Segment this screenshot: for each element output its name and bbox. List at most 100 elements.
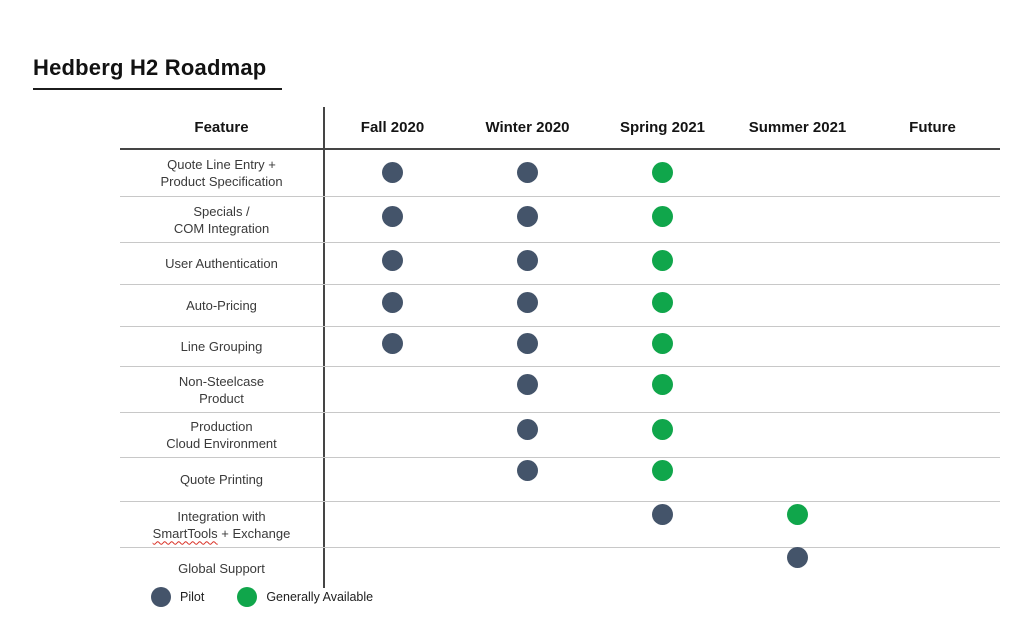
- feature-label: Quote Line Entry + Product Specification: [120, 150, 325, 196]
- roadmap-cell: [730, 458, 865, 501]
- misspelled-word: SmartTools: [152, 525, 218, 541]
- generally-available-dot: [652, 292, 673, 313]
- roadmap-cell: [595, 458, 730, 501]
- feature-line: Auto-Pricing: [186, 298, 257, 313]
- roadmap-table: Feature Fall 2020 Winter 2020 Spring 2021 S…: [120, 107, 1000, 588]
- pilot-dot: [517, 161, 538, 183]
- feature-line: Integration with: [177, 508, 266, 524]
- column-header-summer-2021: Summer 2021: [748, 119, 847, 136]
- roadmap-cell: [325, 150, 460, 196]
- pilot-dot: [382, 206, 403, 227]
- pilot-dot: [517, 206, 538, 227]
- feature-line: Product: [199, 390, 244, 406]
- roadmap-cell: [865, 502, 1000, 547]
- pilot-dot: [382, 292, 403, 313]
- table-row: Global Support: [120, 546, 1000, 588]
- pilot-dot: [517, 333, 538, 354]
- legend-item-pilot: Pilot: [151, 587, 204, 607]
- roadmap-cell: [460, 150, 595, 196]
- pilot-dot: [517, 374, 538, 395]
- column-header-future: Future: [909, 119, 956, 136]
- feature-label: Non-Steelcase Product: [120, 367, 325, 412]
- roadmap-cell: [595, 285, 730, 326]
- feature-line: Quote Line Entry +: [167, 157, 276, 172]
- feature-line: SmartTools + Exchange: [152, 525, 291, 541]
- roadmap-cell: [730, 285, 865, 326]
- pilot-dot: [517, 460, 538, 481]
- roadmap-cell: [325, 548, 460, 588]
- roadmap-cell: [460, 413, 595, 457]
- legend-label: Generally Available: [266, 590, 374, 604]
- roadmap-cell: [325, 243, 460, 284]
- table-row: Line Grouping: [120, 326, 1000, 366]
- generally-available-dot: [652, 460, 673, 481]
- roadmap-cell: [865, 327, 1000, 366]
- table-row: Quote Line Entry + Product Specification: [120, 150, 1000, 196]
- roadmap-cell: [730, 413, 865, 457]
- page-title: Hedberg H2 Roadmap: [33, 55, 283, 90]
- generally-available-dot: [652, 250, 673, 271]
- roadmap-cell: [325, 285, 460, 326]
- roadmap-cell: [730, 327, 865, 366]
- feature-label: Auto-Pricing: [120, 285, 325, 326]
- pilot-dot: [382, 333, 403, 354]
- pilot-dot: [151, 587, 171, 607]
- feature-line: Line Grouping: [180, 339, 263, 354]
- roadmap-cell: [865, 243, 1000, 284]
- roadmap-cell: [865, 413, 1000, 457]
- generally-available-dot: [652, 418, 673, 440]
- feature-line: Product Specification: [160, 174, 283, 189]
- generally-available-dot: [237, 587, 258, 607]
- feature-label: Production Cloud Environment: [120, 413, 325, 457]
- pilot-dot: [652, 504, 673, 525]
- feature-label: Line Grouping: [120, 327, 325, 366]
- generally-available-dot: [652, 374, 673, 395]
- roadmap-cell: [865, 197, 1000, 242]
- feature-label: Integration with SmartTools + Exchange: [120, 502, 325, 547]
- roadmap-cell: [460, 458, 595, 501]
- table-row: Quote Printing: [120, 457, 1000, 501]
- pilot-dot: [517, 292, 538, 313]
- table-row: Specials / COM Integration: [120, 196, 1000, 242]
- legend: Pilot Generally Available: [151, 587, 373, 607]
- feature-label: Global Support: [120, 548, 325, 588]
- roadmap-cell: [595, 367, 730, 412]
- roadmap-cell: [730, 243, 865, 284]
- feature-line: Cloud Environment: [166, 436, 277, 451]
- pilot-dot: [382, 161, 403, 183]
- roadmap-cell: [460, 243, 595, 284]
- roadmap-cell: [325, 458, 460, 501]
- generally-available-dot: [652, 161, 673, 183]
- roadmap-cell: [730, 150, 865, 196]
- legend-item-generally-available: Generally Available: [237, 587, 373, 607]
- roadmap-cell: [730, 367, 865, 412]
- roadmap-cell: [325, 327, 460, 366]
- generally-available-dot: [652, 333, 673, 354]
- pilot-dot: [517, 250, 538, 271]
- roadmap-cell: [595, 502, 730, 547]
- pilot-dot: [787, 546, 808, 568]
- column-header-fall-2020: Fall 2020: [360, 119, 425, 136]
- roadmap-cell: [460, 367, 595, 412]
- roadmap-cell: [325, 367, 460, 412]
- roadmap-cell: [595, 548, 730, 588]
- roadmap-cell: [325, 413, 460, 457]
- table-row: Non-Steelcase Product: [120, 366, 1000, 412]
- roadmap-cell: [595, 413, 730, 457]
- roadmap-cell: [865, 458, 1000, 501]
- roadmap-cell: [325, 197, 460, 242]
- roadmap-cell: [865, 150, 1000, 196]
- feature-line: Global Support: [178, 560, 265, 576]
- feature-line: User Authentication: [165, 256, 278, 271]
- roadmap-cell: [595, 243, 730, 284]
- roadmap-cell: [595, 327, 730, 366]
- pilot-dot: [517, 418, 538, 440]
- roadmap-cell: [865, 548, 1000, 588]
- feature-line: Quote Printing: [179, 472, 264, 487]
- feature-line: COM Integration: [173, 220, 270, 236]
- table-row: Auto-Pricing: [120, 284, 1000, 326]
- roadmap-cell: [325, 502, 460, 547]
- roadmap-cell: [730, 197, 865, 242]
- roadmap-cell: [460, 548, 595, 588]
- feature-label: User Authentication: [120, 243, 325, 284]
